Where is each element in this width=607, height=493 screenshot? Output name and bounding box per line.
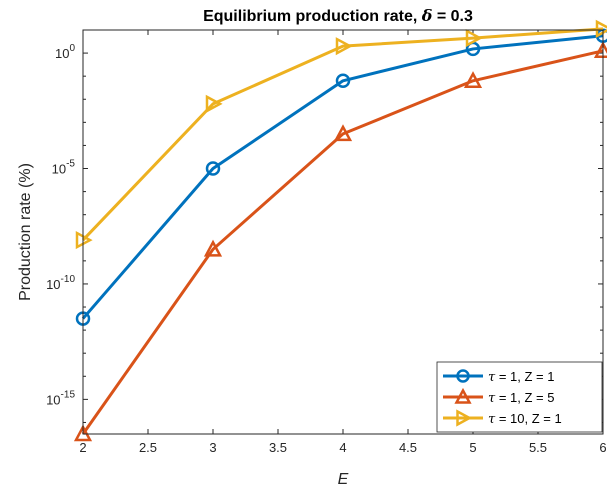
y-tick-label: 100 [55, 43, 75, 61]
y-tick-label: 10-10 [46, 274, 75, 292]
data-point-marker [463, 71, 483, 89]
series-layer [73, 19, 607, 442]
x-tick-label: 4 [339, 440, 346, 455]
x-tick-label: 5.5 [529, 440, 547, 455]
x-tick-label: 6 [599, 440, 606, 455]
y-axis-ticks: 100 10-5 10-10 10-15 [46, 29, 603, 423]
legend: τ = 1, Z = 1 τ = 1, Z = 5 τ = 10, Z = 1 [436, 361, 603, 433]
series-line [81, 49, 604, 435]
data-point-marker [205, 94, 223, 113]
x-tick-label: 2 [79, 440, 86, 455]
x-tick-label: 3 [209, 440, 216, 455]
y-axis-label: Production rate (%) [17, 163, 34, 301]
legend-item: τ = 1, Z = 1 [443, 369, 554, 385]
series-2 [73, 41, 607, 442]
x-tick-label: 4.5 [399, 440, 417, 455]
data-point-marker [335, 73, 351, 89]
data-point-marker [333, 124, 353, 142]
series-line [81, 27, 604, 242]
x-tick-label: 5 [469, 440, 476, 455]
data-point-marker [335, 37, 353, 56]
plot-frame [82, 29, 604, 435]
legend-item: τ = 10, Z = 1 [443, 409, 562, 427]
y-tick-label: 10-5 [52, 159, 76, 177]
data-point-marker [465, 28, 483, 48]
legend-marker [454, 387, 472, 404]
legend-item: τ = 1, Z = 5 [443, 387, 554, 406]
legend-marker [456, 369, 470, 383]
legend-label: τ = 1, Z = 5 [488, 390, 554, 406]
legend-marker [456, 409, 473, 427]
y-tick-label: 10-15 [46, 389, 75, 407]
legend-label: τ = 1, Z = 1 [488, 369, 554, 385]
data-point-marker [203, 239, 223, 257]
data-point-marker [205, 161, 221, 176]
series-line [81, 34, 604, 320]
series-3 [75, 19, 607, 250]
chart-title: Equilibrium production rate, δ = 0.3 [203, 6, 473, 25]
x-tick-label: 2.5 [139, 440, 157, 455]
x-tick-label: 3.5 [269, 440, 287, 455]
x-axis-label: E [338, 471, 349, 488]
legend-label: τ = 10, Z = 1 [488, 411, 562, 427]
